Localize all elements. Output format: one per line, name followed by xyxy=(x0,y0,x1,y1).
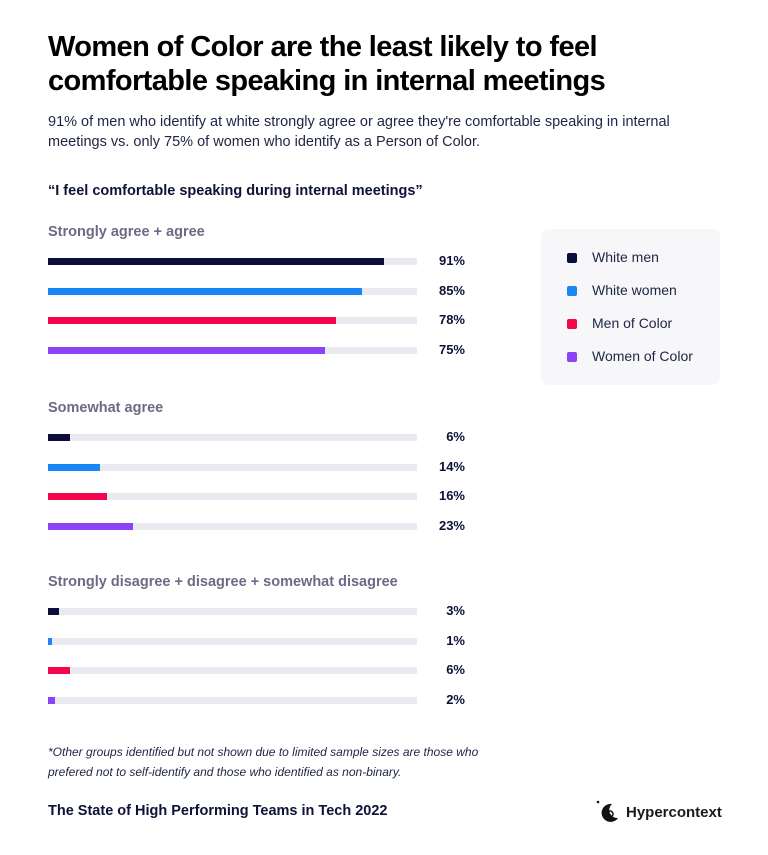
moon-logo-icon xyxy=(596,800,618,822)
bar-track xyxy=(48,347,417,355)
bar-track xyxy=(48,667,417,675)
data-label: 3% xyxy=(446,603,465,618)
legend-label: Women of Color xyxy=(592,348,693,364)
data-label: 14% xyxy=(438,458,465,474)
data-label: 2% xyxy=(446,692,465,708)
group-title: Somewhat agree xyxy=(48,400,164,416)
bar xyxy=(48,258,384,265)
bar-track xyxy=(48,493,417,501)
legend-swatch xyxy=(567,286,577,296)
data-label: 23% xyxy=(438,518,465,534)
footnote: *Other groups identified but not shown d… xyxy=(48,745,479,779)
bar xyxy=(48,667,71,675)
bar xyxy=(48,637,52,645)
group-title: Strongly agree + agree xyxy=(48,224,205,240)
legend-swatch xyxy=(567,319,577,329)
bar xyxy=(48,434,71,441)
bar xyxy=(48,697,56,705)
legend-swatch xyxy=(567,352,577,362)
brand-name: Hypercontext xyxy=(626,803,722,821)
bar-track xyxy=(48,608,417,615)
bar xyxy=(48,317,336,325)
data-label: 1% xyxy=(446,632,465,648)
bar xyxy=(48,463,100,471)
legend-item: White men xyxy=(567,249,659,265)
legend-label: White men xyxy=(592,249,659,265)
legend-label: Men of Color xyxy=(592,315,673,331)
data-label: 91% xyxy=(438,253,465,268)
bar-track xyxy=(48,258,417,265)
page-title: Women of Color are the least likely to f… xyxy=(48,31,606,97)
bar xyxy=(48,287,362,295)
bar-track xyxy=(48,317,417,325)
bar xyxy=(48,493,108,501)
bar xyxy=(48,347,325,355)
data-label: 85% xyxy=(438,282,465,298)
brand-logo: Hypercontext xyxy=(596,800,722,824)
bar xyxy=(48,608,60,615)
data-label: 6% xyxy=(446,429,465,444)
group-title: Strongly disagree + disagree + somewhat … xyxy=(48,574,398,590)
legend: White men White women Men of Color Women of… xyxy=(541,229,720,385)
legend-swatch xyxy=(567,253,577,263)
footer-report-title: The State of High Performing Teams in Te… xyxy=(48,803,388,819)
legend-item: Men of Color xyxy=(567,315,672,331)
bar-track xyxy=(48,287,417,295)
bar-track xyxy=(48,697,417,705)
bar-track xyxy=(48,463,417,471)
bar xyxy=(48,523,133,531)
legend-item: Women of Color xyxy=(567,348,693,364)
data-label: 16% xyxy=(438,488,465,504)
data-label: 6% xyxy=(446,662,465,678)
data-label: 75% xyxy=(438,342,465,358)
chart-title: “I feel comfortable speaking during inte… xyxy=(48,183,423,199)
data-label: 78% xyxy=(438,312,465,328)
bar-track xyxy=(48,637,417,645)
legend-item: White women xyxy=(567,282,677,298)
subtitle: 91% of men who identify at white strongl… xyxy=(48,114,670,150)
legend-label: White women xyxy=(592,282,677,298)
bar-track xyxy=(48,523,417,531)
bar-track xyxy=(48,434,417,441)
